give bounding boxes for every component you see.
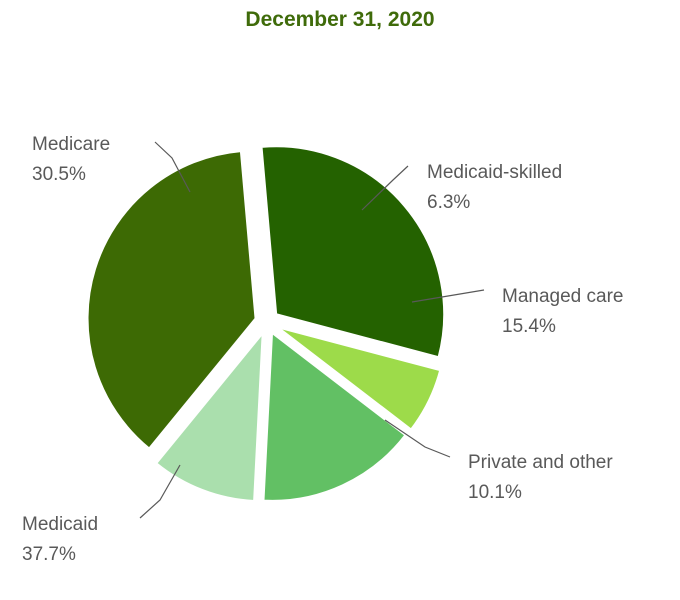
- pie-slice-medicare: [260, 145, 446, 359]
- slice-name-label-medicaid-skilled: Medicaid-skilled: [427, 162, 562, 183]
- leader-line-private-and-other: [384, 419, 451, 458]
- slice-name-label-managed-care: Managed care: [502, 286, 623, 307]
- leader-line-medicaid-skilled: [361, 165, 409, 211]
- chart-title: December 31, 2020: [245, 8, 435, 31]
- slice-value-label-private-and-other: 10.1%: [468, 482, 522, 503]
- leader-line-medicare: [154, 141, 191, 193]
- slice-value-label-managed-care: 15.4%: [502, 316, 556, 337]
- slice-value-label-medicaid-skilled: 6.3%: [427, 192, 470, 213]
- leader-line-medicaid: [139, 464, 181, 519]
- slice-name-label-medicare: Medicare: [32, 134, 110, 155]
- pie-slice-medicaid: [86, 150, 257, 450]
- pie-slice-medicaid-skilled: [277, 326, 442, 431]
- slice-value-label-medicare: 30.5%: [32, 164, 86, 185]
- pie-slice-managed-care: [262, 330, 407, 502]
- slice-name-label-private-and-other: Private and other: [468, 452, 613, 473]
- pie-slice-private-and-other: [154, 330, 264, 503]
- leader-line-managed-care: [411, 289, 485, 303]
- slice-value-label-medicaid: 37.7%: [22, 544, 76, 565]
- slice-name-label-medicaid: Medicaid: [22, 514, 98, 535]
